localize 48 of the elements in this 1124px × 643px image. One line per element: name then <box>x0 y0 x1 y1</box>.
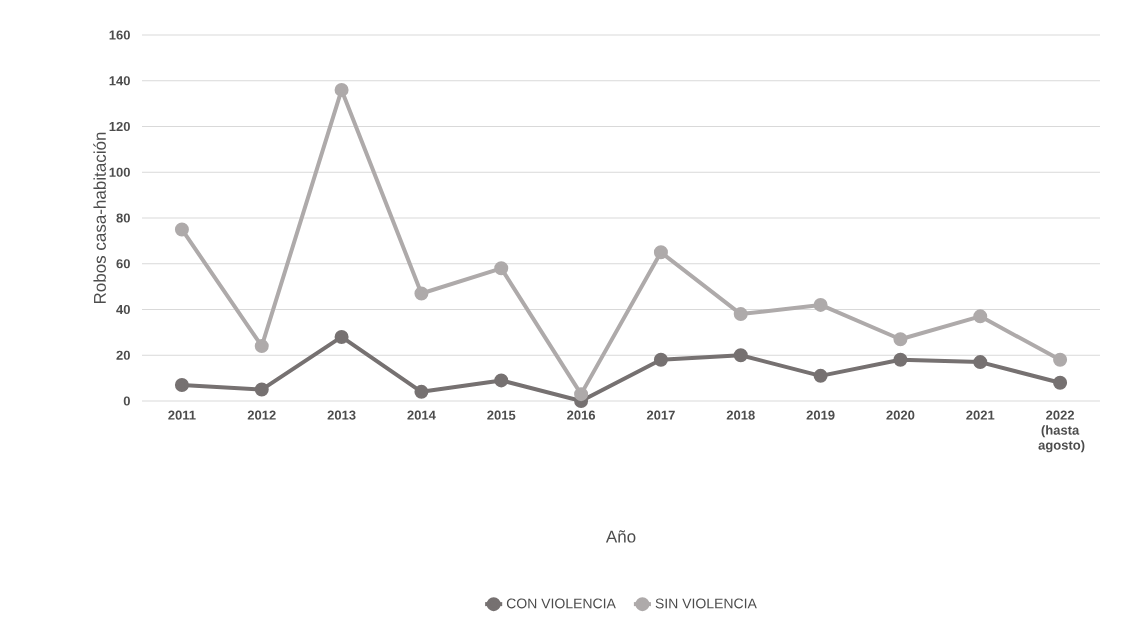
x-tick-label: 2021 <box>966 410 995 420</box>
point <box>414 286 429 301</box>
x-tick-label: 2017 <box>646 410 675 420</box>
y-tick-label: 140 <box>109 76 130 86</box>
point <box>733 348 748 363</box>
y-tick-label: 80 <box>116 213 130 223</box>
point <box>334 82 349 97</box>
x-tick-label: 2020 <box>886 410 915 420</box>
point <box>733 307 748 322</box>
point <box>973 309 988 324</box>
y-tick-label: 40 <box>116 304 130 315</box>
y-tick-label: 120 <box>109 121 130 132</box>
x-axis-title: Año <box>605 530 636 543</box>
y-tick-label: 160 <box>109 30 130 40</box>
point <box>653 352 668 367</box>
x-tick-label: 2014 <box>407 410 436 420</box>
point <box>1053 352 1068 367</box>
point <box>334 329 349 344</box>
point <box>574 387 589 402</box>
point <box>973 355 988 370</box>
y-tick-label: 20 <box>116 350 130 360</box>
point <box>893 352 908 367</box>
point <box>813 297 828 312</box>
legend-label: CON VIOLENCIA <box>506 598 616 609</box>
x-tick-label: 2013 <box>327 410 356 420</box>
point <box>254 382 269 397</box>
point <box>653 245 668 260</box>
y-tick-label: 60 <box>116 259 130 269</box>
point <box>494 261 509 276</box>
point <box>893 332 908 347</box>
y-axis-title: Robos casa-habitación <box>93 132 106 304</box>
point <box>174 222 189 237</box>
x-tick-label: 2012 <box>247 410 276 420</box>
y-tick-label: 0 <box>123 396 130 406</box>
point <box>813 368 828 383</box>
point <box>254 339 269 354</box>
x-tick-label: 2018 <box>726 410 755 420</box>
x-tick-label: 2019 <box>806 410 835 420</box>
point <box>494 373 509 388</box>
y-tick-label: 100 <box>109 167 130 177</box>
x-tick-label: 2015 <box>487 410 516 420</box>
point <box>414 384 429 399</box>
legend-label: SIN VIOLENCIA <box>655 598 757 609</box>
point <box>174 377 189 392</box>
point <box>1053 375 1068 390</box>
x-tick-label: 2011 <box>168 410 196 420</box>
x-tick-label: 2016 <box>567 410 596 420</box>
x-tick-label: 2022 (hasta agosto) <box>1038 410 1085 453</box>
